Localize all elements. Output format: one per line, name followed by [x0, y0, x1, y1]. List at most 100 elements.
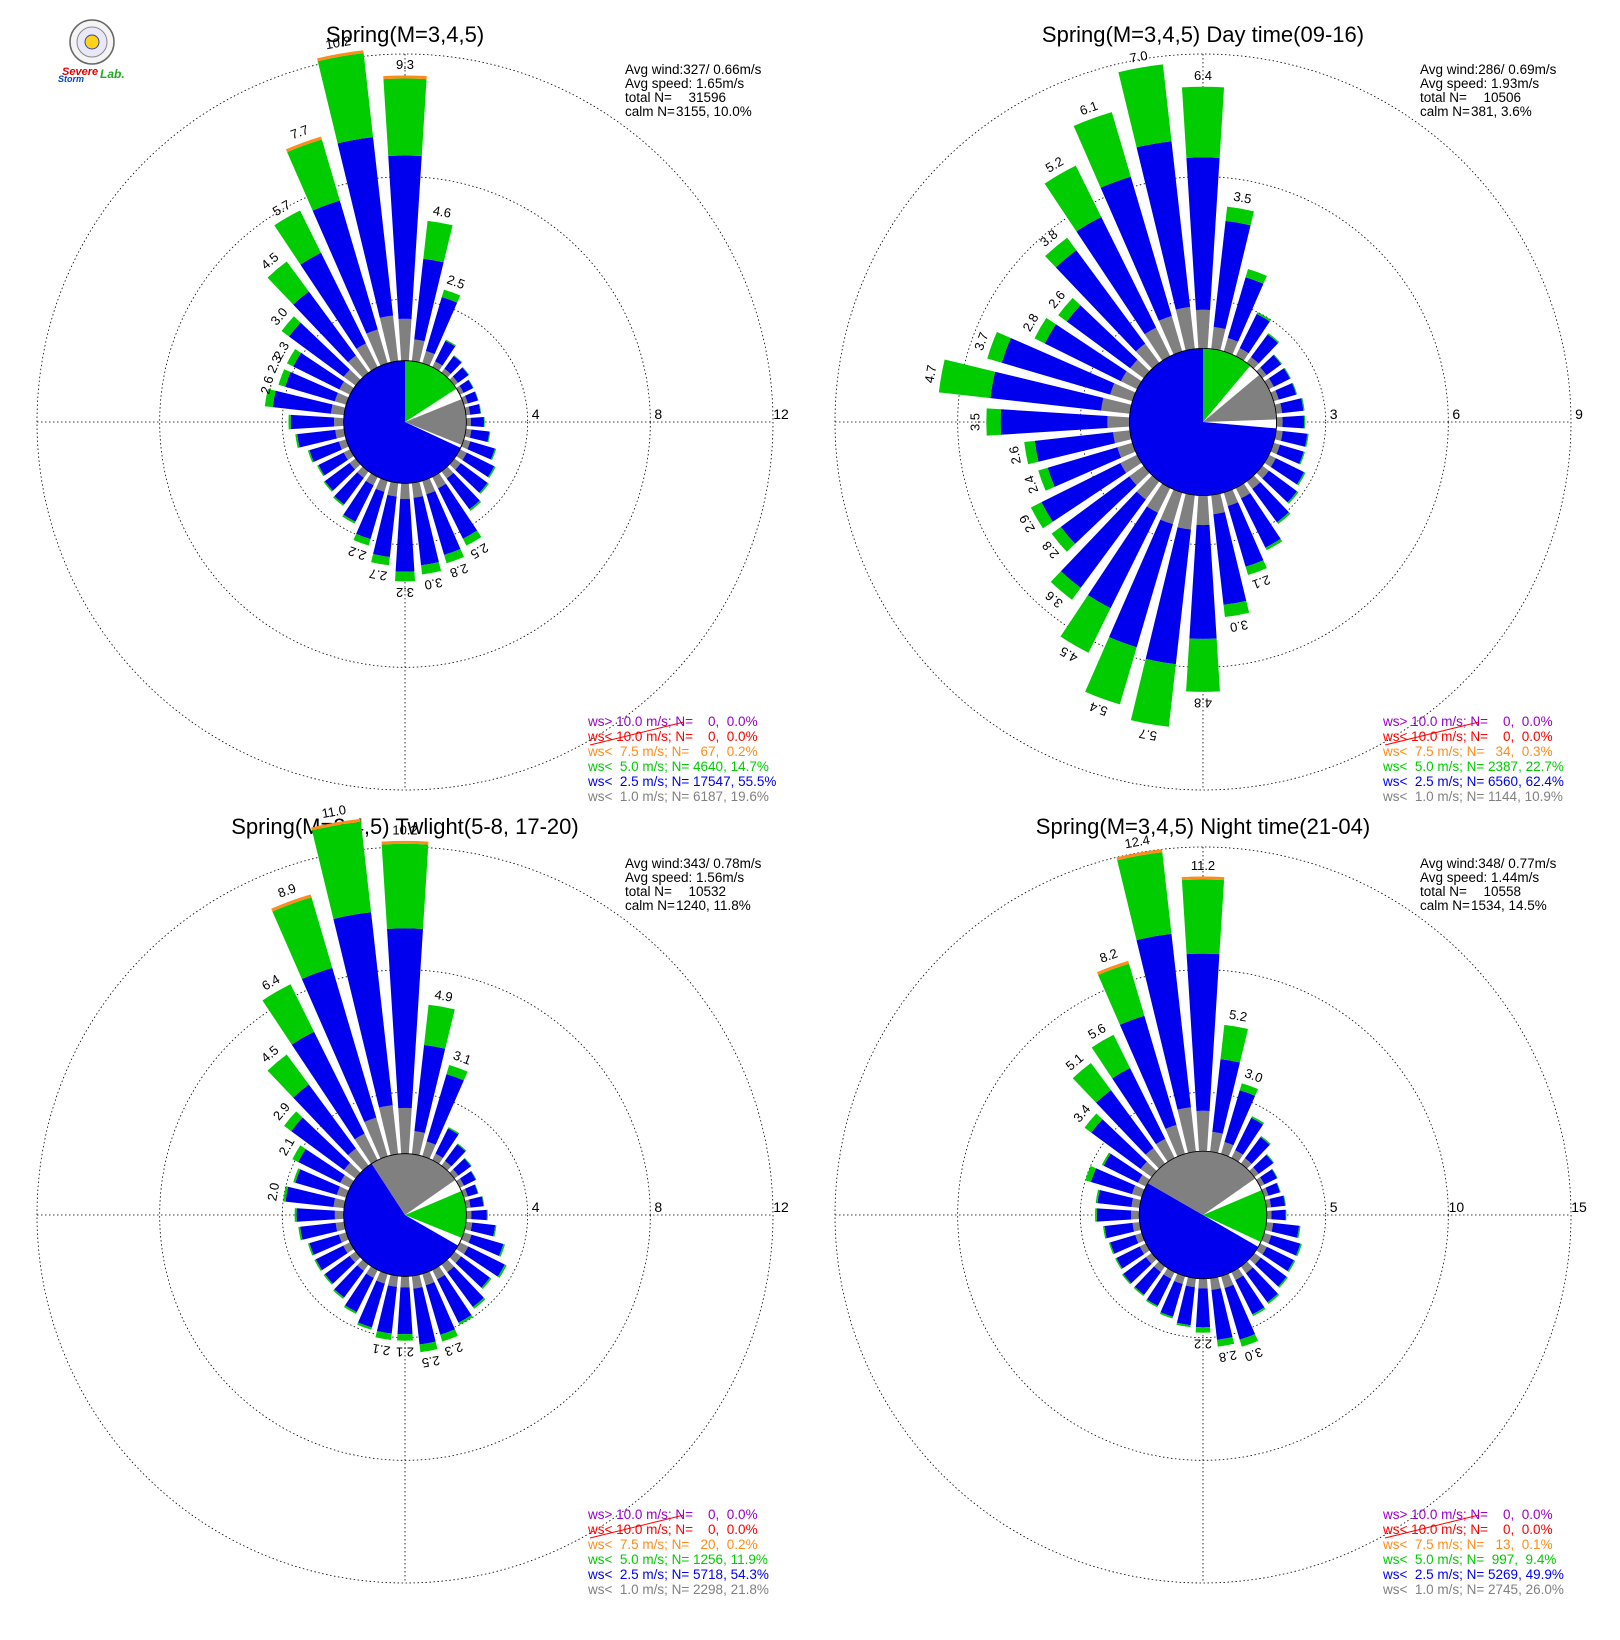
rose-bar-segment	[1181, 86, 1225, 158]
rose-bar-segment	[1268, 1235, 1301, 1256]
bar-value-label: 2.5	[445, 272, 467, 292]
rose-bar-segment	[272, 897, 333, 979]
rose-bar-segment	[1264, 1198, 1272, 1208]
rose-bar-segment	[317, 50, 364, 62]
tick-label: 4	[532, 406, 540, 422]
bar-value-label: 4.9	[433, 987, 453, 1005]
rose-bar-segment	[1244, 1137, 1270, 1164]
rose-bar-segment	[1159, 1312, 1174, 1319]
rose-bar-segment	[436, 1274, 472, 1323]
rose-bar-segment	[1085, 637, 1137, 705]
tick-label: 9	[1575, 406, 1583, 422]
rose-bar-segment	[444, 356, 462, 374]
rose-bar-segment	[271, 894, 312, 912]
rose-bar-segment	[1227, 277, 1264, 342]
stat-line: Avg wind:348/ 0.77m/s	[1420, 856, 1557, 871]
rose-bar-segment	[469, 500, 482, 511]
rose-bar-segment	[1160, 489, 1183, 525]
rose-bar-segment	[425, 1282, 455, 1335]
calm-pie-slice	[1129, 348, 1277, 496]
rose-bar-segment	[334, 1210, 344, 1220]
rose-bar-segment	[309, 441, 342, 462]
rose-bar-segment	[1044, 324, 1127, 382]
rose-bar-segment	[411, 481, 423, 498]
rose-bar-segment	[461, 1188, 468, 1198]
rose-bar-segment	[1112, 1068, 1166, 1145]
tick-label: 5	[1330, 1199, 1338, 1215]
panel-title: Spring(M=3,4,5) Day time(09-16)	[1042, 22, 1364, 47]
rose-bar-segment	[1221, 1142, 1234, 1157]
rose-bar-segment	[1001, 338, 1115, 395]
calm-pie-outline	[1129, 347, 1278, 496]
rose-bar-segment	[376, 1271, 388, 1284]
rose-bar-segment	[394, 571, 416, 582]
bar-value-label: 7.7	[288, 122, 310, 142]
rose-bar-segment	[467, 441, 495, 460]
rose-bar-segment	[470, 417, 484, 427]
bar-value-label: 3.5	[968, 413, 983, 431]
rose-bar-segment	[395, 498, 415, 572]
rose-bar-segment	[285, 1186, 336, 1207]
rose-bar-segment	[317, 53, 374, 144]
rose-bar-segment	[453, 1158, 471, 1176]
rose-bar-segment	[294, 1208, 297, 1222]
rose-bar-segment	[1090, 1168, 1136, 1195]
bar-value-label: 2.4	[1021, 473, 1041, 495]
rose-bar-segment	[441, 289, 461, 303]
rose-bar-segment	[1084, 1113, 1103, 1133]
rose-bar-segment	[1220, 1024, 1248, 1063]
rose-bar-segment	[1305, 433, 1309, 447]
rose-bar-segment	[1301, 397, 1305, 411]
rose-bar-segment	[414, 258, 444, 342]
rose-bar-segment	[1140, 1161, 1157, 1178]
stat-calm-value: 1534, 14.5%	[1471, 898, 1547, 913]
rose-bar-segment	[470, 1170, 477, 1180]
rose-bar-segment	[297, 429, 337, 448]
rose-bar-segment	[1196, 1110, 1210, 1152]
rose-bar-segment	[262, 984, 315, 1045]
tick-label: 4	[532, 1199, 540, 1215]
rose-bar-segment	[1060, 595, 1111, 653]
rose-bar-segment	[1109, 519, 1173, 648]
panel-title: Spring(M=3,4,5) Night time(21-04)	[1036, 814, 1370, 839]
rose-bar-segment	[1240, 1158, 1252, 1169]
legend-entry: ws< 5.0 m/s; N= 1256, 11.9%	[587, 1552, 768, 1567]
rose-bar-segment	[1038, 467, 1055, 491]
logo-text-severe: Severe	[62, 66, 98, 78]
rose-bar-segment	[1225, 206, 1254, 226]
rose-bar-segment	[1175, 307, 1195, 351]
rose-bar-segment	[354, 1133, 378, 1164]
rose-bar-segment	[1087, 506, 1158, 609]
bar-value-label: 2.5	[421, 1353, 441, 1371]
rose-bar-segment	[1195, 1288, 1211, 1328]
stat-total-value: 10532	[688, 884, 726, 899]
stat-total-label: total N=	[1420, 884, 1467, 899]
calm-pie-outline	[343, 1153, 467, 1277]
rose-bar-segment	[1249, 1252, 1261, 1265]
rose-bar-segment	[334, 392, 349, 405]
rose-bar-segment	[1235, 1275, 1265, 1315]
rose-bar-segment	[1270, 390, 1279, 402]
bar-value-label: 2.3	[443, 1339, 465, 1359]
rose-bar-segment	[307, 450, 314, 463]
rose-bar-segment	[1116, 1246, 1145, 1269]
rose-bar-segment	[1146, 1274, 1172, 1306]
tick-label: 3	[1330, 406, 1338, 422]
rose-bar-segment	[1131, 1185, 1145, 1197]
bar-value-label: 3.1	[451, 1047, 473, 1067]
rose-bar-segment	[323, 481, 333, 492]
panels: Spring(M=3,4,5) 4 8 12 9.3 10.2 7.7 5.7 4.5 3.0 2.…	[36, 22, 1587, 1597]
rose-bar-segment	[425, 296, 458, 355]
rose-bar-segment	[1117, 852, 1172, 941]
bar-value-label: 2.6	[257, 374, 276, 395]
stat-total-label: total N=	[625, 884, 672, 899]
rose-bar-segment	[267, 261, 309, 305]
rose-bar-segment	[1096, 960, 1130, 975]
calm-pie-slice	[405, 399, 467, 445]
rose-bar-segment	[426, 491, 461, 555]
rose-bar-segment	[462, 452, 495, 478]
rose-bar-segment	[343, 480, 374, 522]
rose-bar-segment	[1239, 1334, 1259, 1347]
rose-bar-segment	[383, 78, 427, 156]
rose-bar-segment	[1256, 367, 1267, 379]
